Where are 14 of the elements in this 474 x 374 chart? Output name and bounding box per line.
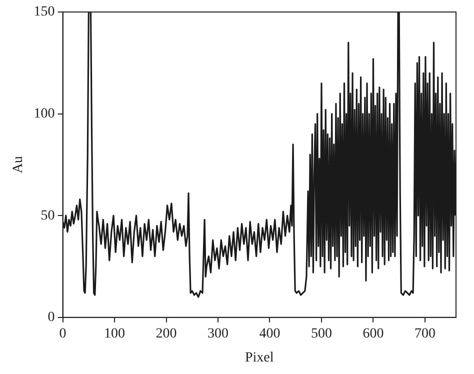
x-tick-label: 400 [259,326,280,342]
y-tick-label: 150 [34,4,55,20]
x-tick-label: 500 [310,326,332,342]
x-tick-label: 200 [156,326,177,342]
y-axis-title: Au [11,156,26,174]
y-tick-label: 0 [48,310,55,326]
x-tick-label: 0 [59,326,66,342]
y-tick-label: 50 [40,208,55,224]
x-axis-title: Pixel [245,350,274,366]
y-tick-label: 100 [34,106,55,122]
x-tick-label: 600 [362,326,384,342]
x-tick-label: 300 [208,326,229,342]
x-tick-label: 700 [414,326,436,342]
x-tick-label: 100 [104,326,126,342]
